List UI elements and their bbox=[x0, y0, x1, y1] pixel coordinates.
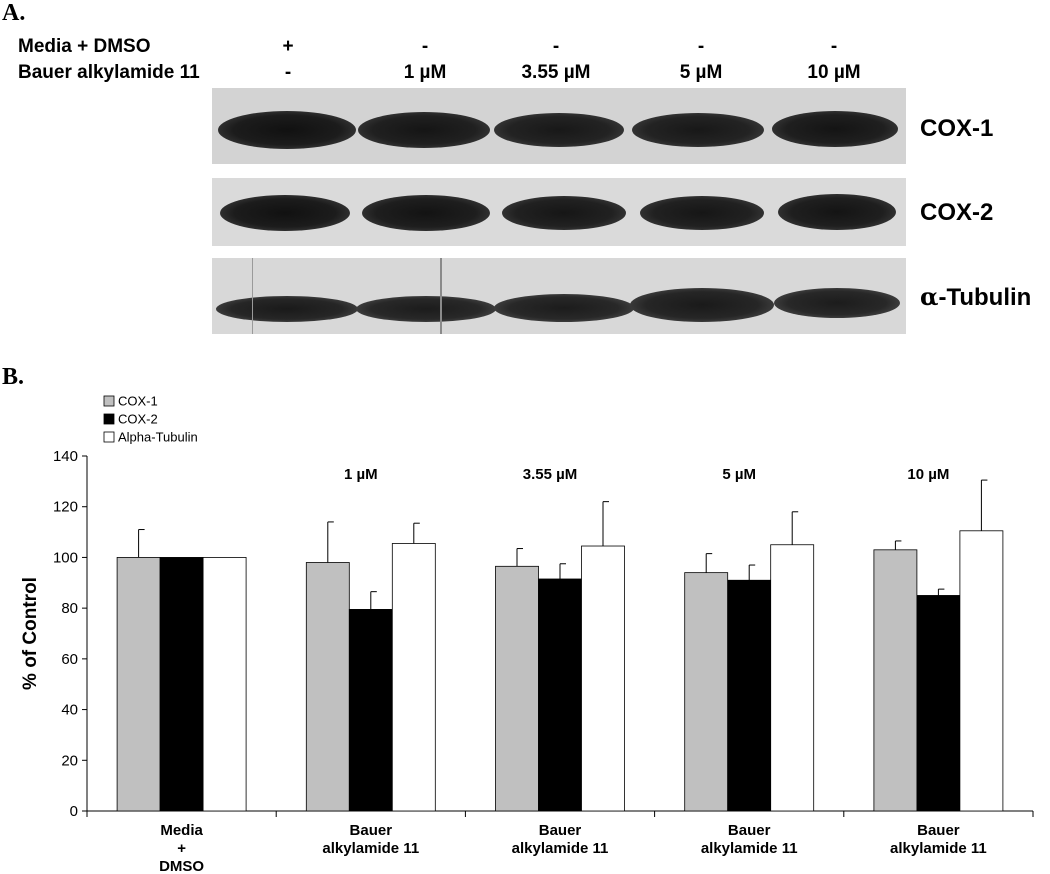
panel-b-label: B. bbox=[2, 364, 25, 390]
y-tick-label: 100 bbox=[53, 549, 78, 566]
bar-cox-2 bbox=[916, 595, 961, 812]
legend-swatch-alpha-tubulin bbox=[103, 431, 115, 443]
bar-cox-2 bbox=[538, 578, 582, 812]
cox2-band-lane-5 bbox=[778, 194, 896, 230]
x-category-label: Bauer bbox=[728, 822, 771, 839]
bauer-row-label: Bauer alkylamide 11 bbox=[18, 62, 200, 83]
cox1-blot-label: COX-1 bbox=[920, 115, 994, 142]
cox2-blot-label: COX-2 bbox=[920, 199, 994, 226]
bar-cox-1 bbox=[684, 572, 729, 812]
legend-label: Alpha-Tubulin bbox=[118, 430, 198, 445]
lane-2-media: - bbox=[421, 36, 429, 57]
bar-cox-2 bbox=[727, 579, 772, 812]
cox2-blot bbox=[212, 178, 906, 246]
media-dmso-row-label: Media + DMSO bbox=[18, 36, 151, 57]
y-tick-label: 120 bbox=[53, 499, 78, 516]
y-axis-label: % of Control bbox=[20, 577, 41, 690]
x-category-label: Bauer bbox=[350, 822, 393, 839]
y-tick-label: 40 bbox=[61, 702, 78, 719]
lane-1-bauer: - bbox=[284, 62, 292, 83]
blot-scratch bbox=[252, 258, 253, 334]
lane-2-bauer: 1 µM bbox=[403, 62, 447, 83]
bar-cox-1 bbox=[495, 565, 539, 812]
tubulin-band-lane-2 bbox=[356, 296, 496, 322]
group-annotation: 5 µM bbox=[722, 466, 756, 483]
cox2-band-lane-1 bbox=[220, 195, 350, 231]
cox1-band-lane-1 bbox=[218, 111, 356, 149]
bar-cox-2 bbox=[159, 557, 204, 812]
lane-3-bauer: 3.55 µM bbox=[521, 62, 591, 83]
group-annotation: 1 µM bbox=[344, 466, 378, 483]
lane-4-bauer: 5 µM bbox=[679, 62, 723, 83]
tubulin-band-lane-1 bbox=[216, 296, 358, 322]
blot-scratch bbox=[440, 258, 442, 334]
legend-label: COX-2 bbox=[118, 412, 158, 427]
legend-swatch-cox-1 bbox=[103, 395, 115, 407]
x-category-label: Bauer bbox=[917, 822, 960, 839]
tubulin-blot bbox=[212, 258, 906, 334]
bar-alpha-tubulin bbox=[770, 544, 815, 812]
x-category-label: alkylamide 11 bbox=[512, 840, 609, 857]
lane-1-media: + bbox=[282, 36, 294, 57]
group-annotation: 10 µM bbox=[907, 466, 949, 483]
bar-cox-1 bbox=[873, 549, 918, 812]
cox1-band-lane-4 bbox=[632, 113, 764, 147]
x-category-label: alkylamide 11 bbox=[701, 840, 798, 857]
bar-alpha-tubulin bbox=[391, 543, 436, 812]
lane-3-media: - bbox=[552, 36, 560, 57]
y-tick-label: 80 bbox=[61, 600, 78, 617]
bar-alpha-tubulin bbox=[959, 530, 1004, 812]
legend-label: COX-1 bbox=[118, 394, 158, 409]
x-category-label: Media bbox=[160, 822, 203, 839]
panel-a-label: A. bbox=[2, 0, 26, 26]
tubulin-band-lane-3 bbox=[494, 294, 634, 322]
y-tick-label: 60 bbox=[61, 651, 78, 668]
group-annotation: 3.55 µM bbox=[523, 466, 578, 483]
cox2-band-lane-3 bbox=[502, 196, 626, 230]
y-tick-label: 20 bbox=[61, 752, 78, 769]
bar-cox-1 bbox=[116, 557, 161, 812]
bar-chart: COX-1 COX-2 Alpha-Tubulin 0 20 40 60 80 100 120 14… bbox=[20, 394, 1034, 874]
lane-5-media: - bbox=[830, 36, 838, 57]
cox2-band-lane-2 bbox=[362, 195, 490, 231]
bar-cox-1 bbox=[305, 562, 350, 812]
legend-swatch-cox-2 bbox=[103, 413, 115, 425]
x-category-label: DMSO bbox=[159, 858, 204, 874]
tubulin-blot-label: α-Tubulin bbox=[920, 282, 1031, 312]
cox1-band-lane-3 bbox=[494, 113, 624, 147]
lane-4-media: - bbox=[697, 36, 705, 57]
tubulin-text: -Tubulin bbox=[938, 284, 1032, 311]
x-category-label: alkylamide 11 bbox=[890, 840, 987, 857]
x-category-label: alkylamide 11 bbox=[322, 840, 419, 857]
alpha-glyph: α bbox=[920, 282, 939, 311]
tubulin-band-lane-5 bbox=[774, 288, 900, 318]
cox1-band-lane-5 bbox=[772, 111, 898, 147]
y-tick-label: 140 bbox=[53, 448, 78, 465]
bar-alpha-tubulin bbox=[202, 557, 247, 812]
cox1-blot bbox=[212, 88, 906, 164]
cox2-band-lane-4 bbox=[640, 196, 764, 230]
bar-alpha-tubulin bbox=[581, 545, 625, 812]
lane-5-bauer: 10 µM bbox=[807, 62, 861, 83]
bar-cox-2 bbox=[348, 609, 393, 812]
cox1-band-lane-2 bbox=[358, 112, 490, 148]
x-category-label: + bbox=[177, 840, 186, 857]
tubulin-band-lane-4 bbox=[630, 288, 774, 322]
x-category-label: Bauer bbox=[539, 822, 582, 839]
y-tick-label: 0 bbox=[70, 803, 78, 820]
